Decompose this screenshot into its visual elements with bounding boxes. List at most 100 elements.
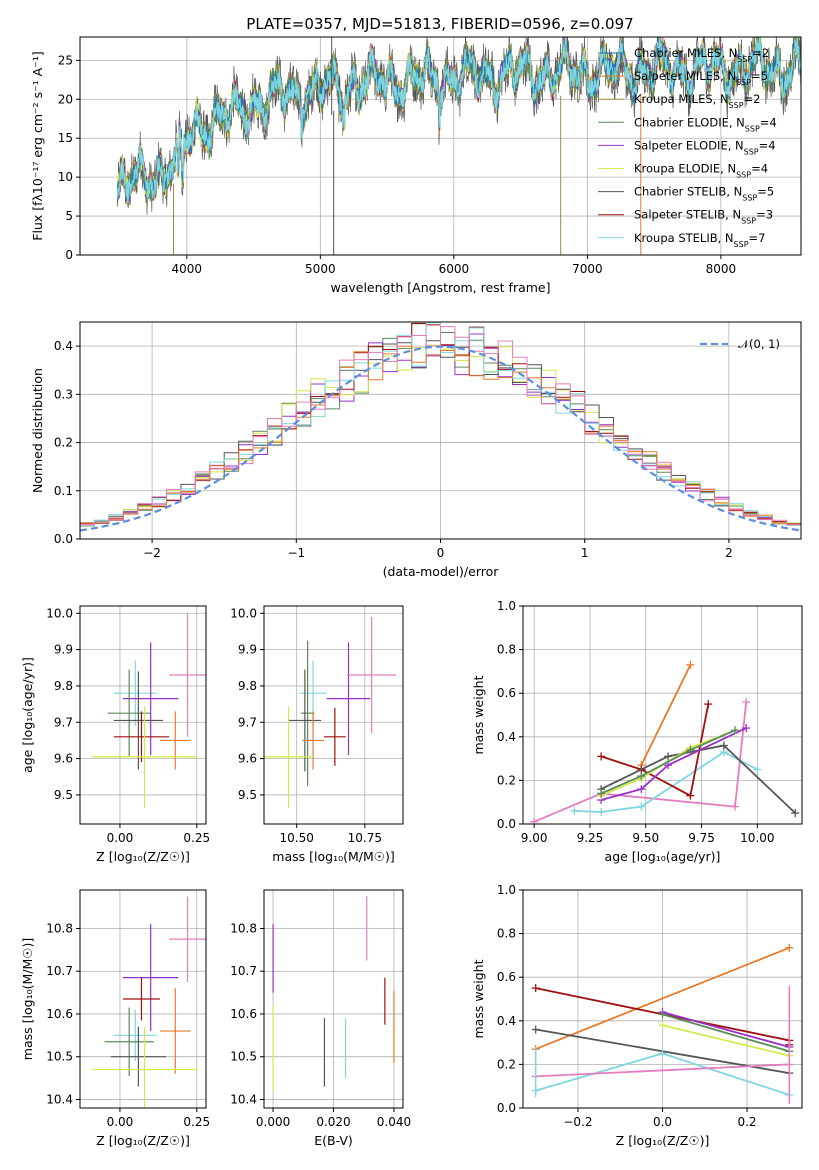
errorbar-point [169,613,206,737]
x-tick-label: 0.25 [183,1115,210,1129]
y-tick-label: 10.8 [46,921,73,935]
y-axis-label: age [log₁₀(age/yr)] [20,657,35,773]
y-tick-label: 0.6 [497,686,516,700]
y-tick-label: 0.0 [497,1101,516,1115]
errorbar-point [159,711,191,770]
errorbar-point [104,1007,154,1076]
x-axis-label: age [log₁₀(age/yr)] [605,849,721,864]
y-tick-label: 25 [58,53,73,67]
panel-spectrum: 4000 5000 6000 7000 8000 0 5 10 15 20 25 wavelength… [30,36,802,295]
y-tick-label: 9.7 [54,715,73,729]
errorbar-point [123,642,179,755]
errorbar-point [107,669,151,757]
y-tick-label: 5 [65,209,73,223]
plus-marker [686,660,695,669]
x-tick-label: 6000 [439,262,470,276]
x-tick-label: 10.00 [740,831,774,845]
mass-weight-series [535,946,790,1050]
plus-marker [742,724,751,733]
panel-mass-vs-Z: 0.00 0.25 10.4 10.5 10.6 10.7 10.8 Z [log₁₀(Z/Z… [20,889,210,1148]
x-tick-label: 9.25 [577,831,604,845]
plus-marker [664,752,673,761]
y-tick-label: 9.5 [238,788,257,802]
spectrum-legend: Chabrier MILES, NSSP=2 Salpeter MILES, NS… [598,46,777,248]
plus-marker [637,802,646,811]
y-tick-label: 0.4 [497,1014,516,1028]
x-axis-label: Z [log₁₀(Z/Z☉)] [616,1133,710,1148]
panel-massweight-vs-age: 9.00 9.25 9.50 9.75 10.00 0.0 0.2 0.4 0.6 0.8 1.0 a… [471,599,803,864]
plus-marker [719,741,728,750]
plus-marker [597,752,606,761]
legend-label: Salpeter MILES, NSSP=5 [634,69,768,87]
axes-frame [522,889,803,1109]
x-axis-label: E(B-V) [314,1133,353,1148]
x-tick-label: −0.2 [563,1115,592,1129]
plus-marker [791,809,800,818]
y-tick-label: 9.5 [54,788,73,802]
x-tick-label: 7000 [572,262,603,276]
y-tick-label: 0.1 [54,484,73,498]
y-axis-label: Normed distribution [30,368,45,493]
legend-label: Kroupa ELODIE, NSSP=4 [634,162,768,180]
panel-age-vs-Z: 0.00 0.25 9.5 9.6 9.7 9.8 9.9 10.0 Z [log₁₀(Z/Z☉… [20,605,210,864]
plot-area [264,616,397,808]
y-tick-label: 1.0 [497,599,516,613]
legend-label: Kroupa MILES, NSSP=2 [634,92,760,110]
figure-title: PLATE=0357, MJD=51813, FIBERID=0596, z=0… [246,15,633,33]
errorbar-point [110,1026,167,1087]
errorbar-point [159,988,191,1074]
y-tick-label: 20 [58,92,73,106]
y-axis-label: mass weight [471,959,486,1038]
x-tick-label: 9.00 [521,831,548,845]
x-axis-label: mass [log₁₀(M/M☉)] [272,849,394,864]
plus-marker [531,984,540,993]
x-tick-label: 0 [437,546,445,560]
spectrum-model-line [116,37,801,203]
plus-marker [597,808,606,817]
normal-legend-label: 𝒩(0, 1) [738,337,780,351]
x-tick-label: 0.00 [107,831,134,845]
mass-weight-series [640,664,692,766]
y-tick-label: 9.9 [238,643,257,657]
y-tick-label: 0.4 [497,730,516,744]
plus-marker [686,745,695,754]
y-tick-label: 10.5 [46,1050,73,1064]
x-axis-label: (data-model)/error [383,564,500,579]
errorbar-point [302,711,324,770]
plus-marker [686,791,695,800]
plus-marker [570,806,579,815]
axes-frame [79,321,802,540]
x-tick-label: 5000 [305,262,336,276]
plus-marker [531,1025,540,1034]
plus-marker [658,1010,667,1019]
errorbar-point [113,1009,157,1061]
y-tick-label: 9.9 [54,643,73,657]
plus-marker [637,772,646,781]
panel-massweight-vs-Z: −0.2 0.0 0.2 0.0 0.2 0.4 0.6 0.8 1.0 Z [log₁₀(Z/Z… [471,883,803,1148]
x-tick-label: 0.25 [183,831,210,845]
legend-label: Chabrier STELIB, NSSP=5 [634,185,774,203]
errorbar-point [169,896,206,982]
y-tick-label: 10.6 [230,1007,257,1021]
legend-label: Kroupa STELIB, NSSP=7 [634,231,765,249]
legend-label: Salpeter STELIB, NSSP=3 [634,208,773,226]
plus-marker [731,726,740,735]
errorbar-point [113,671,163,770]
plot-area [80,322,801,532]
y-tick-label: 0.0 [54,532,73,546]
x-tick-label: 8000 [706,262,737,276]
x-tick-label: −1 [287,546,305,560]
errorbar-point [123,924,179,1032]
x-axis-label: wavelength [Angstrom, rest frame] [330,280,550,295]
mass-weight-series [600,727,747,801]
plus-marker [785,943,794,952]
axes-frame [522,605,803,825]
plot-area [272,896,395,1091]
plot-area [116,37,801,255]
plot-area [92,613,206,808]
x-tick-label: 0.020 [316,1115,350,1129]
y-axis-label: mass weight [471,675,486,754]
plot-area [92,896,206,1108]
y-tick-label: 0.8 [497,643,516,657]
